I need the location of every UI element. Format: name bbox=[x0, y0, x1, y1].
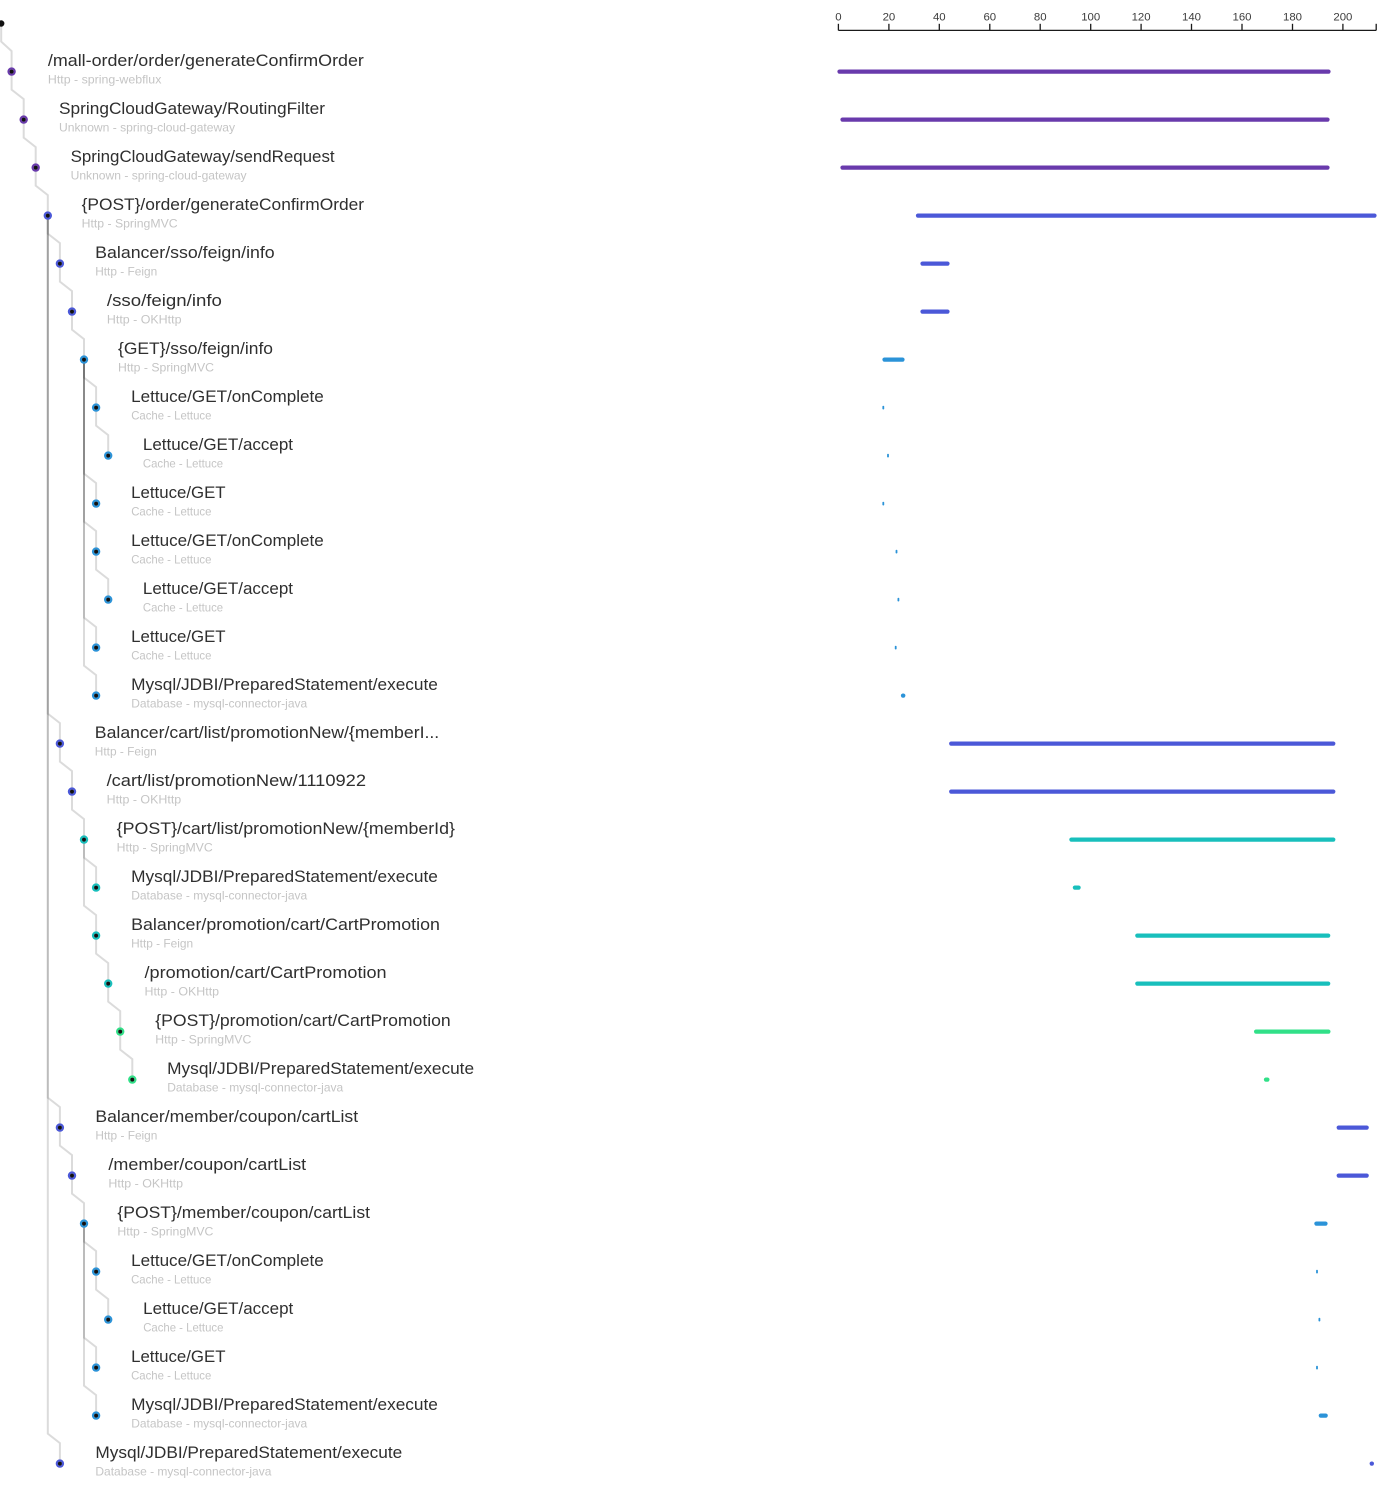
svg-text:Http - SpringMVC: Http - SpringMVC bbox=[117, 1225, 213, 1239]
svg-text:Cache - Lettuce: Cache - Lettuce bbox=[131, 409, 212, 423]
svg-text:Lettuce/GET: Lettuce/GET bbox=[131, 484, 225, 502]
svg-text:Lettuce/GET/accept: Lettuce/GET/accept bbox=[143, 436, 294, 454]
svg-text:Lettuce/GET/onComplete: Lettuce/GET/onComplete bbox=[131, 1252, 324, 1270]
svg-text:Http - Feign: Http - Feign bbox=[95, 1129, 157, 1143]
svg-text:/member/coupon/cartList: /member/coupon/cartList bbox=[108, 1156, 306, 1174]
svg-text:Balancer/promotion/cart/CartPr: Balancer/promotion/cart/CartPromotion bbox=[131, 916, 440, 934]
svg-text:Http - SpringMVC: Http - SpringMVC bbox=[117, 841, 213, 855]
svg-text:Mysql/JDBI/PreparedStatement/e: Mysql/JDBI/PreparedStatement/execute bbox=[95, 1444, 402, 1462]
svg-text:160: 160 bbox=[1232, 12, 1251, 24]
svg-text:Lettuce/GET: Lettuce/GET bbox=[131, 1348, 225, 1366]
svg-text:/sso/feign/info: /sso/feign/info bbox=[107, 292, 222, 310]
svg-text:Http - spring-webflux: Http - spring-webflux bbox=[48, 73, 161, 87]
svg-text:Balancer/cart/list/promotionNe: Balancer/cart/list/promotionNew/{memberI… bbox=[95, 724, 439, 742]
svg-text:Http - Feign: Http - Feign bbox=[131, 937, 193, 951]
svg-text:Lettuce/GET: Lettuce/GET bbox=[131, 628, 225, 646]
svg-text:Cache - Lettuce: Cache - Lettuce bbox=[131, 505, 212, 519]
svg-text:Cache - Lettuce: Cache - Lettuce bbox=[131, 1369, 212, 1383]
svg-text:20: 20 bbox=[883, 12, 896, 24]
svg-text:Balancer/sso/feign/info: Balancer/sso/feign/info bbox=[95, 244, 275, 262]
svg-text:Database - mysql-connector-jav: Database - mysql-connector-java bbox=[131, 889, 307, 903]
svg-text:Mysql/JDBI/PreparedStatement/e: Mysql/JDBI/PreparedStatement/execute bbox=[131, 676, 438, 694]
svg-text:Database - mysql-connector-jav: Database - mysql-connector-java bbox=[95, 1465, 271, 1479]
svg-text:Database - mysql-connector-jav: Database - mysql-connector-java bbox=[167, 1081, 343, 1095]
svg-text:Http - SpringMVC: Http - SpringMVC bbox=[118, 361, 214, 375]
svg-text:Cache - Lettuce: Cache - Lettuce bbox=[143, 1321, 224, 1335]
svg-text:0: 0 bbox=[835, 12, 841, 24]
svg-text:{POST}/promotion/cart/CartProm: {POST}/promotion/cart/CartPromotion bbox=[155, 1012, 450, 1030]
svg-text:Http - OKHttp: Http - OKHttp bbox=[107, 793, 182, 807]
svg-text:/mall-order/order/generateConf: /mall-order/order/generateConfirmOrder bbox=[48, 52, 365, 70]
svg-text:SpringCloudGateway/RoutingFilt: SpringCloudGateway/RoutingFilter bbox=[59, 100, 326, 118]
svg-text:Http - OKHttp: Http - OKHttp bbox=[108, 1177, 183, 1191]
svg-text:Balancer/member/coupon/cartLis: Balancer/member/coupon/cartList bbox=[95, 1108, 358, 1126]
svg-text:Lettuce/GET/onComplete: Lettuce/GET/onComplete bbox=[131, 388, 324, 406]
svg-text:120: 120 bbox=[1132, 12, 1151, 24]
svg-text:Database - mysql-connector-jav: Database - mysql-connector-java bbox=[131, 697, 307, 711]
svg-text:Lettuce/GET/accept: Lettuce/GET/accept bbox=[143, 1300, 294, 1318]
svg-text:Unknown - spring-cloud-gateway: Unknown - spring-cloud-gateway bbox=[71, 169, 247, 183]
svg-text:100: 100 bbox=[1081, 12, 1100, 24]
svg-text:Mysql/JDBI/PreparedStatement/e: Mysql/JDBI/PreparedStatement/execute bbox=[131, 868, 438, 886]
svg-text:Cache - Lettuce: Cache - Lettuce bbox=[143, 457, 224, 471]
svg-text:180: 180 bbox=[1283, 12, 1302, 24]
svg-text:Lettuce/GET/onComplete: Lettuce/GET/onComplete bbox=[131, 532, 324, 550]
svg-text:Cache - Lettuce: Cache - Lettuce bbox=[131, 1273, 212, 1287]
svg-text:Mysql/JDBI/PreparedStatement/e: Mysql/JDBI/PreparedStatement/execute bbox=[167, 1060, 474, 1078]
svg-text:Database - mysql-connector-jav: Database - mysql-connector-java bbox=[131, 1417, 307, 1431]
svg-text:Cache - Lettuce: Cache - Lettuce bbox=[131, 553, 212, 567]
svg-text:{POST}/order/generateConfirmOr: {POST}/order/generateConfirmOrder bbox=[82, 196, 365, 214]
svg-text:40: 40 bbox=[933, 12, 946, 24]
svg-text:{POST}/cart/list/promotionNew/: {POST}/cart/list/promotionNew/{memberId} bbox=[117, 820, 456, 838]
svg-text:Http - OKHttp: Http - OKHttp bbox=[145, 985, 220, 999]
svg-text:60: 60 bbox=[983, 12, 996, 24]
svg-text:/promotion/cart/CartPromotion: /promotion/cart/CartPromotion bbox=[145, 964, 387, 982]
svg-text:/cart/list/promotionNew/111092: /cart/list/promotionNew/1110922 bbox=[107, 772, 366, 790]
svg-text:Cache - Lettuce: Cache - Lettuce bbox=[143, 601, 224, 615]
svg-text:Http - Feign: Http - Feign bbox=[95, 745, 157, 759]
svg-text:Http - SpringMVC: Http - SpringMVC bbox=[82, 217, 178, 231]
svg-text:Lettuce/GET/accept: Lettuce/GET/accept bbox=[143, 580, 294, 598]
svg-text:{POST}/member/coupon/cartList: {POST}/member/coupon/cartList bbox=[117, 1204, 370, 1222]
svg-text:Unknown - spring-cloud-gateway: Unknown - spring-cloud-gateway bbox=[59, 121, 235, 135]
svg-text:SpringCloudGateway/sendRequest: SpringCloudGateway/sendRequest bbox=[71, 148, 335, 166]
svg-text:Cache - Lettuce: Cache - Lettuce bbox=[131, 649, 212, 663]
svg-text:Mysql/JDBI/PreparedStatement/e: Mysql/JDBI/PreparedStatement/execute bbox=[131, 1396, 438, 1414]
svg-text:Http - OKHttp: Http - OKHttp bbox=[107, 313, 182, 327]
svg-text:200: 200 bbox=[1333, 12, 1352, 24]
svg-text:80: 80 bbox=[1034, 12, 1047, 24]
svg-text:Http - SpringMVC: Http - SpringMVC bbox=[155, 1033, 251, 1047]
svg-text:Http - Feign: Http - Feign bbox=[95, 265, 157, 279]
svg-text:{GET}/sso/feign/info: {GET}/sso/feign/info bbox=[118, 340, 273, 358]
svg-text:140: 140 bbox=[1182, 12, 1201, 24]
